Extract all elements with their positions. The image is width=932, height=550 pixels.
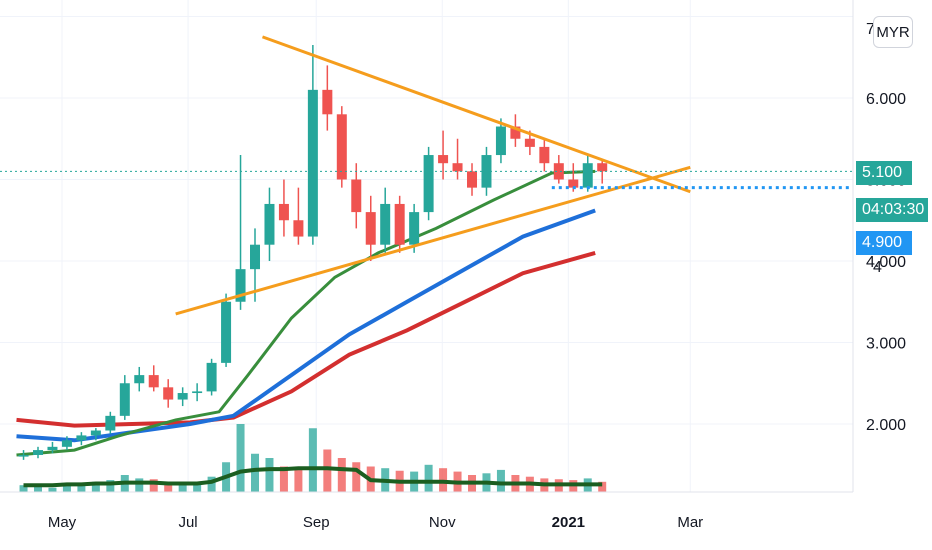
volume-bar <box>135 478 144 492</box>
time-tick-label: Mar <box>677 514 703 531</box>
volume-bar <box>164 481 173 492</box>
candle-body <box>336 114 347 180</box>
time-tick-label: May <box>48 514 77 531</box>
time-tick-label: 2021 <box>552 514 585 531</box>
price-tick-label: 4.000 <box>866 254 906 271</box>
candle-body <box>33 450 44 455</box>
volume-bar <box>236 424 245 492</box>
candle-body <box>597 163 608 172</box>
candle-body <box>18 454 29 457</box>
volume-bar <box>62 484 71 492</box>
candle-body <box>105 415 116 431</box>
candle-body <box>351 179 362 213</box>
volume-bar <box>279 466 288 492</box>
candle-body <box>524 138 535 147</box>
chart-grid <box>0 0 853 492</box>
candlesticks <box>18 45 608 460</box>
volume-bar <box>598 481 607 492</box>
price-axis-tick-clipped-bottom: 4 <box>873 259 882 276</box>
candle-body <box>76 435 87 441</box>
candle-body <box>394 203 405 245</box>
candle-body <box>148 375 159 388</box>
candle-body <box>47 446 58 451</box>
candle-body <box>235 269 246 302</box>
volume-bar <box>251 453 260 492</box>
candle-body <box>278 203 289 221</box>
candle-body <box>553 163 564 180</box>
volume-bar <box>308 428 317 492</box>
volume-bar <box>265 458 274 492</box>
volume-bar <box>48 487 57 492</box>
trendline-resistance <box>261 35 691 194</box>
candle-body <box>365 212 376 245</box>
candle-body <box>452 163 463 172</box>
candle-body <box>510 126 521 139</box>
candle-body <box>380 203 391 245</box>
candle-body <box>90 430 101 436</box>
time-tick-label: Nov <box>429 514 456 531</box>
candle-body <box>163 387 174 400</box>
support-price-label: 4.900 <box>856 231 912 255</box>
ma-fast-line <box>16 169 596 457</box>
candle-body <box>467 171 478 188</box>
candle-body <box>322 89 333 115</box>
volume-bar <box>207 476 216 492</box>
volume-bar <box>77 483 86 492</box>
candle-body <box>438 155 449 164</box>
volume-ma-line <box>23 466 603 488</box>
candle-body <box>221 301 232 363</box>
candle-body <box>495 126 506 156</box>
volume-bar <box>91 481 100 492</box>
trendlines[interactable] <box>175 35 691 316</box>
candle-body <box>264 203 275 245</box>
candle-body <box>539 146 550 164</box>
candle-body <box>134 375 145 384</box>
candle-body <box>177 393 188 400</box>
candle-body <box>423 155 434 213</box>
volume-bar <box>352 462 361 492</box>
price-axis-tick-clipped-top: 7 <box>866 21 875 38</box>
candle-body <box>119 383 130 416</box>
price-tick-label: 3.000 <box>866 336 906 353</box>
time-tick-label: Jul <box>178 514 197 531</box>
candle-countdown-label: 04:03:30 <box>856 198 928 222</box>
volume-bar <box>106 480 115 492</box>
candle-body <box>206 362 217 392</box>
volume-bar <box>496 469 505 492</box>
candle-body <box>61 440 72 447</box>
volume-bar <box>178 482 187 492</box>
volume-bar <box>149 479 158 492</box>
price-tick-label: 6.000 <box>866 91 906 108</box>
candle-body <box>307 89 318 237</box>
volume-bar <box>34 486 43 492</box>
current-price-label: 5.100 <box>856 161 912 185</box>
volume-bar <box>424 464 433 492</box>
ma-slow-line <box>16 250 596 428</box>
volume-bar <box>294 468 303 492</box>
currency-button[interactable]: MYR <box>873 16 913 48</box>
volume-bar <box>193 483 202 492</box>
candle-body <box>568 179 579 188</box>
volume-bar <box>337 458 346 492</box>
candle-body <box>409 212 420 245</box>
time-tick-label: Sep <box>303 514 330 531</box>
candle-body <box>250 244 261 270</box>
candle-body <box>192 391 203 394</box>
volume-bar <box>19 485 28 492</box>
candle-body <box>293 220 304 237</box>
trendline-support <box>175 165 691 316</box>
volume-bar <box>323 449 332 492</box>
ma-mid-line <box>16 208 596 443</box>
candle-body <box>582 163 593 188</box>
time-axis[interactable]: May Jul Sep Nov 2021 Mar <box>48 514 703 531</box>
price-tick-label: 2.000 <box>866 417 906 434</box>
